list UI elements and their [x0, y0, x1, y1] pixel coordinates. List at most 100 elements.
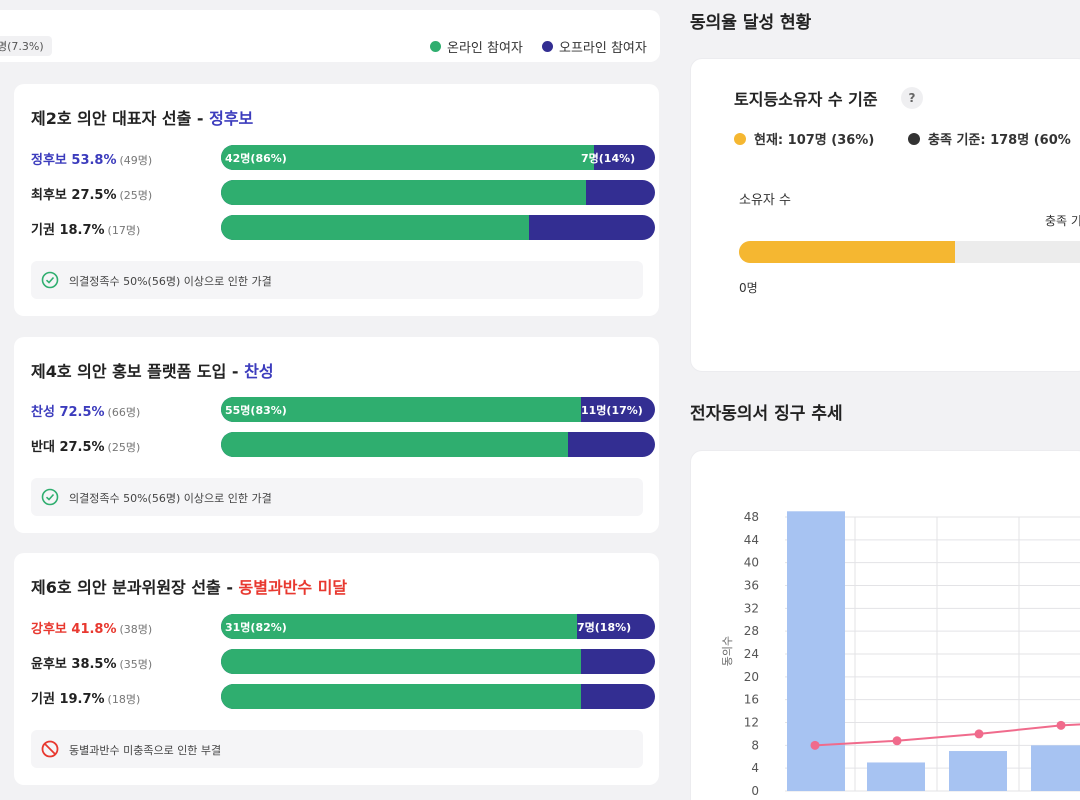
participation-summary: 8명(7.3%) 온라인 참여자 오프라인 참여자 — [0, 10, 660, 62]
candidate-row-label: 윤후보 38.5% (35명) — [31, 653, 152, 672]
candidate-name: 반대 27.5% — [31, 440, 105, 455]
decision-note-text: 동별과반수 미충족으로 인한 부결 — [69, 744, 222, 757]
candidate-count: (25명) — [119, 189, 153, 202]
summary-pill: 8명(7.3%) — [0, 36, 52, 56]
y-tick-label: 20 — [744, 670, 759, 684]
y-tick-label: 0 — [751, 784, 759, 798]
candidate-name: 기권 19.7% — [31, 692, 105, 707]
legend-offline: 오프라인 참여자 — [542, 37, 647, 56]
offline-segment-label: 7명(14%) — [581, 152, 636, 165]
decision-note-text: 의결정족수 50%(56명) 이상으로 인한 가결 — [69, 492, 272, 505]
candidate-row-label: 최후보 27.5% (25명) — [31, 184, 152, 203]
trend-title: 전자동의서 징구 추세 — [690, 404, 843, 424]
check-circle-icon — [41, 271, 59, 289]
quorum-legend-text: 충족 기준: 178명 (60% — [928, 133, 1071, 148]
y-tick-label: 48 — [744, 510, 759, 524]
candidate-row-label: 기권 18.7% (17명) — [31, 219, 140, 238]
candidate-count: (35명) — [119, 658, 153, 671]
bar — [867, 762, 925, 791]
online-segment — [221, 215, 530, 240]
agenda-title: 제2호 의안 대표자 선출 - 정후보 — [31, 105, 253, 129]
y-tick-label: 8 — [751, 738, 759, 752]
y-tick-label: 44 — [744, 533, 759, 547]
agenda-title: 제4호 의안 홍보 플랫폼 도입 - 찬성 — [31, 358, 274, 382]
consent-card-title: 토지등소유자 수 기준 — [734, 90, 878, 109]
agenda-result: 찬성 — [244, 362, 274, 381]
decision-note-text: 의결정족수 50%(56명) 이상으로 인한 가결 — [69, 275, 272, 288]
progress-zero-label: 0명 — [739, 281, 758, 295]
candidate-row-label: 반대 27.5% (25명) — [31, 436, 140, 455]
consent-status-card: 토지등소유자 수 기준 ? 현재: 107명 (36%) 충족 기준: 178명… — [690, 58, 1080, 372]
agenda-title-text: 제4호 의안 홍보 플랫폼 도입 - — [31, 362, 245, 381]
vote-bar — [221, 432, 655, 457]
online-segment — [221, 145, 595, 170]
consent-status-title: 동의율 달성 현황 — [690, 13, 812, 33]
current-legend: 현재: 107명 (36%) — [734, 129, 874, 148]
online-segment — [221, 432, 569, 457]
vote-bar — [221, 649, 655, 674]
decision-note: 동별과반수 미충족으로 인한 부결 — [31, 730, 643, 768]
agenda-card-2: 제2호 의안 대표자 선출 - 정후보 정후보 53.8% (49명) 42명(8… — [14, 84, 659, 316]
agenda-result: 동별과반수 미달 — [238, 578, 348, 597]
candidate-row-label: 강후보 41.8% (38명) — [31, 618, 152, 637]
candidate-name: 윤후보 38.5% — [31, 657, 117, 672]
vote-bar — [221, 684, 655, 709]
online-dot-icon — [430, 41, 441, 52]
decision-note: 의결정족수 50%(56명) 이상으로 인한 가결 — [31, 261, 643, 299]
online-segment-label: 42명(86%) — [225, 152, 287, 165]
online-segment — [221, 684, 582, 709]
bar — [1031, 745, 1080, 791]
online-segment — [221, 180, 586, 205]
y-tick-label: 36 — [744, 579, 759, 593]
agenda-card-4: 제4호 의안 홍보 플랫폼 도입 - 찬성 찬성 72.5% (66명) 55명(… — [14, 337, 659, 533]
trend-chart-card: 0 4 8 12 16 20 24 28 32 36 40 44 48 동의수 — [690, 450, 1080, 800]
y-tick-label: 28 — [744, 624, 759, 638]
y-tick-label: 40 — [744, 556, 759, 570]
progress-axis-label: 소유자 수 — [739, 193, 791, 208]
candidate-row-label: 정후보 53.8% (49명) — [31, 149, 152, 168]
y-tick-label: 16 — [744, 693, 759, 707]
legend-online: 온라인 참여자 — [430, 37, 523, 56]
vote-bar: 55명(83%) 11명(17%) — [221, 397, 655, 422]
offline-segment-label: 7명(18%) — [577, 621, 632, 634]
y-tick-label: 4 — [751, 761, 759, 775]
consent-progress-bar — [739, 241, 1080, 263]
candidate-name: 기권 18.7% — [31, 223, 105, 238]
series-point — [810, 740, 820, 750]
agenda-title-text: 제6호 의안 분과위원장 선출 - — [31, 578, 239, 597]
candidate-count: (17명) — [107, 224, 141, 237]
consent-progress-fill — [739, 241, 955, 263]
check-circle-icon — [41, 488, 59, 506]
candidate-name: 정후보 53.8% — [31, 153, 117, 168]
candidate-count: (38명) — [119, 623, 153, 636]
agenda-result: 정후보 — [209, 109, 254, 128]
candidate-count: (25명) — [107, 441, 141, 454]
y-axis-label: 동의수 — [721, 636, 734, 666]
decision-note: 의결정족수 50%(56명) 이상으로 인한 가결 — [31, 478, 643, 516]
candidate-name: 최후보 27.5% — [31, 188, 117, 203]
vote-bar — [221, 180, 655, 205]
quorum-marker-label: 충족 기 — [1045, 214, 1080, 228]
series-point — [974, 729, 984, 739]
bar — [949, 751, 1007, 791]
vote-bar — [221, 215, 655, 240]
candidate-row-label: 기권 19.7% (18명) — [31, 688, 140, 707]
candidate-name: 강후보 41.8% — [31, 622, 117, 637]
candidate-count: (49명) — [119, 154, 153, 167]
offline-segment-label: 11명(17%) — [581, 404, 643, 417]
online-segment-label: 31명(82%) — [225, 621, 287, 634]
series-point — [892, 736, 902, 746]
online-segment — [221, 649, 582, 674]
current-legend-text: 현재: 107명 (36%) — [754, 133, 875, 148]
prohibited-icon — [41, 740, 59, 758]
online-segment — [221, 397, 582, 422]
y-tick-label: 32 — [744, 601, 759, 615]
series-point — [1056, 720, 1066, 730]
help-icon[interactable]: ? — [901, 87, 923, 109]
y-tick-label: 12 — [744, 716, 759, 730]
y-tick-label: 24 — [744, 647, 759, 661]
candidate-row-label: 찬성 72.5% (66명) — [31, 401, 140, 420]
quorum-dot-icon — [908, 132, 920, 145]
online-segment-label: 55명(83%) — [225, 404, 287, 417]
